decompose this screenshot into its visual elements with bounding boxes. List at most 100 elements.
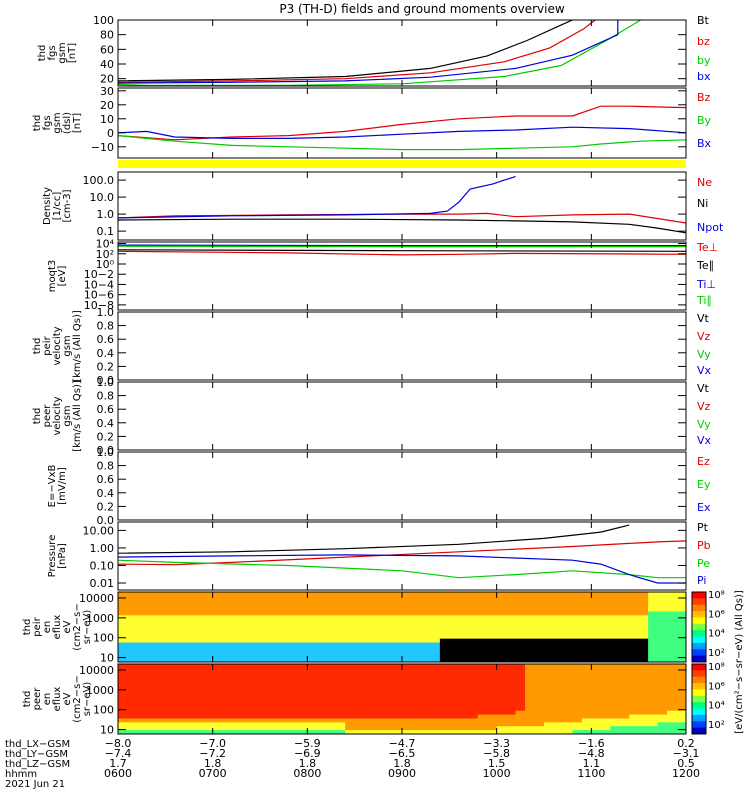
spectrogram-cell <box>146 714 157 719</box>
spectrogram-cell <box>544 706 554 712</box>
spectrogram-cell <box>411 667 422 673</box>
spectrogram-cell <box>439 706 450 712</box>
spectrogram-cell <box>619 699 630 704</box>
spectrogram-cell <box>562 615 573 620</box>
spectrogram-cell <box>411 634 422 640</box>
spectrogram-cell <box>288 710 299 715</box>
spectrogram-cell <box>562 619 573 624</box>
spectrogram-cell <box>269 603 280 608</box>
spectrogram-cell <box>506 654 516 659</box>
spectrogram-cell <box>392 722 403 727</box>
spectrogram-cell <box>525 611 535 616</box>
spectrogram-cell <box>326 642 337 647</box>
spectrogram-cell <box>364 638 374 643</box>
y-axis-label: eflux <box>52 687 63 712</box>
spectrogram-cell <box>288 646 299 651</box>
spectrogram-cell <box>591 722 602 727</box>
spectrogram-cell <box>525 687 535 692</box>
spectrogram-cell <box>477 619 488 624</box>
spectrogram-cell <box>136 726 147 731</box>
spectrogram-cell <box>174 595 185 601</box>
spectrogram-cell <box>638 607 649 612</box>
spectrogram-cell <box>118 611 128 616</box>
spectrogram-cell <box>638 592 649 597</box>
spectrogram-cell <box>638 667 649 673</box>
series-by-line <box>117 19 641 86</box>
spectrogram-cell <box>222 726 232 731</box>
spectrogram-cell <box>203 702 214 708</box>
spectrogram-cell <box>127 646 138 651</box>
spectrogram-cell <box>402 695 412 700</box>
spectrogram-cell <box>326 627 337 632</box>
spectrogram-cell <box>146 683 157 688</box>
spectrogram-cell <box>146 679 157 684</box>
spectrogram-cell <box>212 634 223 640</box>
spectrogram-cell <box>487 710 498 715</box>
spectrogram-cell <box>477 667 488 673</box>
spectrogram-cell <box>600 607 611 612</box>
spectrogram-cell <box>439 718 450 723</box>
spectrogram-cell <box>458 710 469 715</box>
spectrogram-cell <box>619 679 630 684</box>
spectrogram-cell <box>316 654 327 659</box>
spectrogram-cell <box>411 726 422 731</box>
spectrogram-cell <box>155 592 166 597</box>
spectrogram-cell <box>544 667 554 673</box>
spectrogram-cell <box>487 679 498 684</box>
spectrogram-cell <box>278 611 289 616</box>
spectrogram-cell <box>222 679 232 684</box>
spectrogram-cell <box>477 611 488 616</box>
spectrogram-cell <box>600 619 611 624</box>
spectrogram-cell <box>269 706 280 712</box>
spectrogram-cell <box>648 671 658 677</box>
spectrogram-cell <box>222 630 232 636</box>
spectrogram-cell <box>402 706 412 712</box>
spectrogram-cell <box>553 592 564 597</box>
spectrogram-cell <box>373 702 384 708</box>
spectrogram-cell <box>118 722 128 727</box>
spectrogram-cell <box>648 699 658 704</box>
panel-frame <box>117 171 687 241</box>
spectrogram-cell <box>629 630 640 636</box>
spectrogram-cell <box>307 592 318 597</box>
spectrogram-cell <box>525 691 535 696</box>
spectrogram-cell <box>411 615 422 620</box>
spectrogram-cell <box>203 592 214 597</box>
spectrogram-cell <box>118 642 128 647</box>
spectrogram-cell <box>155 702 166 708</box>
spectrogram-cell <box>392 667 403 673</box>
spectrogram-cell <box>610 603 621 608</box>
spectrogram-cell <box>174 691 185 696</box>
spectrogram-cell <box>231 619 242 624</box>
spectrogram-cell <box>676 638 687 643</box>
spectrogram-cell <box>335 702 346 708</box>
spectrogram-cell <box>496 646 507 651</box>
spectrogram-cell <box>600 595 611 601</box>
spectrogram-cell <box>591 667 602 673</box>
spectrogram-cell <box>127 710 138 715</box>
spectrogram-cell <box>638 623 649 628</box>
spectrogram-cell <box>241 722 251 727</box>
spectrogram-cell <box>222 714 232 719</box>
spectrogram-cell <box>297 675 308 680</box>
x-axis-value: 0600 <box>104 767 132 780</box>
spectrogram-cell <box>127 607 138 612</box>
spectrogram-cell <box>458 722 469 727</box>
spectrogram-cell <box>383 702 393 708</box>
spectrogram-cell <box>184 702 195 708</box>
spectrogram-cell <box>316 619 327 624</box>
spectrogram-cell <box>544 710 554 715</box>
spectrogram-cell <box>544 683 554 688</box>
spectrogram-cell <box>430 595 441 601</box>
spectrogram-cell <box>136 687 147 692</box>
spectrogram-cell <box>364 607 374 612</box>
spectrogram-cell <box>591 691 602 696</box>
y-tick-label: 10000 <box>79 592 114 605</box>
spectrogram-cell <box>562 650 573 655</box>
spectrogram-cell <box>316 630 327 636</box>
spectrogram-cell <box>553 615 564 620</box>
spectrogram-cell <box>326 702 337 708</box>
spectrogram-cell <box>402 702 412 708</box>
spectrogram-cell <box>392 646 403 651</box>
legend-Vz: Vz <box>697 330 711 343</box>
